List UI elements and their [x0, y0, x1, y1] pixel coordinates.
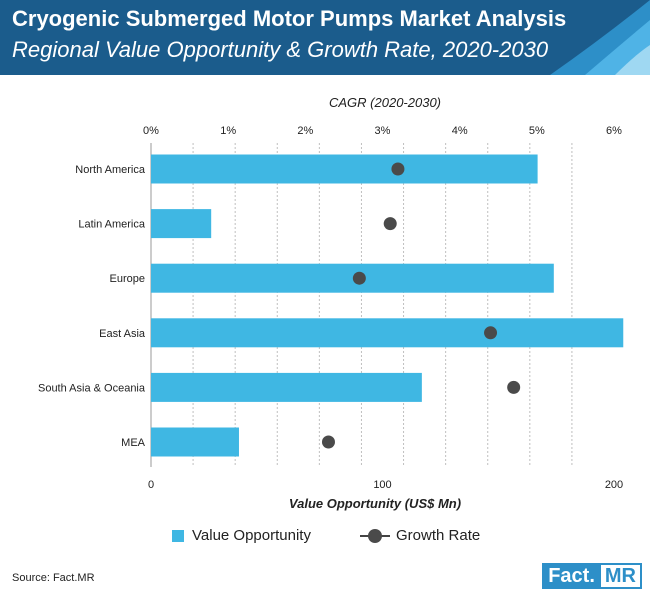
bottom-axis-title: Value Opportunity (US$ Mn) — [289, 496, 461, 511]
chart-title: Cryogenic Submerged Motor Pumps Market A… — [12, 6, 567, 31]
logo-text-fact: Fact. — [542, 563, 599, 589]
top-tick-label: 2% — [297, 125, 313, 137]
top-axis-title: CAGR (2020-2030) — [329, 95, 441, 110]
bottom-tick-label: 100 — [373, 479, 391, 491]
legend-item-value-opportunity: Value Opportunity — [172, 527, 311, 544]
legend: Value Opportunity Growth Rate — [0, 527, 650, 547]
category-label: Europe — [110, 273, 145, 285]
growth-dot — [484, 326, 498, 340]
bottom-tick-label: 200 — [605, 479, 623, 491]
growth-dot — [507, 380, 521, 394]
logo-text-mr: MR — [598, 563, 642, 589]
top-axis-ticks: 0% 1% 2% 3% 4% 5% 6% — [143, 125, 622, 137]
top-tick-label: 6% — [606, 125, 622, 137]
bar — [151, 154, 538, 184]
top-tick-label: 1% — [220, 125, 236, 137]
growth-dots — [321, 162, 521, 449]
chart-subtitle: Regional Value Opportunity & Growth Rate… — [12, 37, 549, 62]
bar — [151, 318, 624, 348]
chart-area: 0% 1% 2% 3% 4% 5% 6% 0 100 200 North America Lati… — [38, 95, 624, 511]
bottom-tick-label: 0 — [148, 479, 154, 491]
legend-item-growth-rate: Growth Rate — [360, 527, 480, 544]
bar — [151, 263, 554, 293]
category-label: North America — [75, 164, 146, 176]
legend-marker-dot-icon — [360, 528, 390, 543]
category-label: East Asia — [99, 328, 146, 340]
category-labels: North America Latin America Europe East Asi… — [38, 164, 146, 449]
growth-dot — [383, 217, 397, 231]
bar — [151, 427, 239, 457]
bar — [151, 372, 422, 402]
growth-dot — [391, 162, 405, 176]
category-label: MEA — [121, 437, 146, 449]
source-note: Source: Fact.MR — [12, 572, 95, 584]
growth-dot — [352, 271, 366, 285]
factmr-logo: Fact. MR — [542, 563, 642, 589]
header-banner: Cryogenic Submerged Motor Pumps Market A… — [0, 0, 650, 75]
top-tick-label: 4% — [452, 125, 468, 137]
top-tick-label: 0% — [143, 125, 159, 137]
top-tick-label: 5% — [529, 125, 545, 137]
bars — [151, 154, 624, 457]
legend-swatch-bar — [172, 529, 184, 542]
bottom-axis-ticks: 0 100 200 — [148, 479, 623, 491]
category-label: Latin America — [78, 219, 146, 231]
growth-dot — [321, 435, 335, 449]
legend-label-value-opportunity: Value Opportunity — [192, 527, 311, 544]
bar — [151, 209, 212, 239]
legend-label-growth-rate: Growth Rate — [396, 527, 481, 544]
header-decoration — [550, 0, 650, 75]
category-label: South Asia & Oceania — [38, 382, 146, 394]
top-tick-label: 3% — [375, 125, 391, 137]
gridlines — [150, 143, 573, 467]
